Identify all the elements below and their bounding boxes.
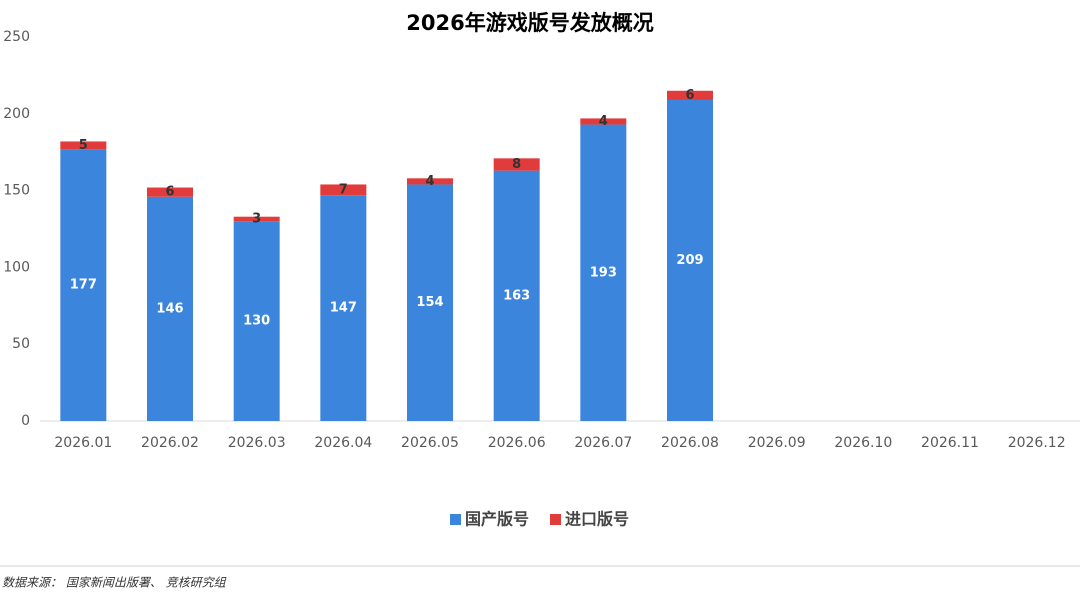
- legend-label: 国产版号: [465, 510, 529, 529]
- bar-segment: [60, 141, 107, 150]
- x-tick-label: 2026.02: [141, 435, 199, 451]
- bar-segment: [147, 187, 193, 197]
- bar-segment: [667, 90, 713, 100]
- y-tick-label: 200: [3, 106, 30, 122]
- bar-segment: [667, 99, 713, 421]
- data-label: 7: [339, 182, 348, 197]
- y-tick-label: 150: [3, 183, 30, 199]
- y-tick-label: 50: [12, 336, 30, 352]
- x-tick-label: 2026.03: [228, 435, 286, 451]
- x-tick-label: 2026.10: [834, 435, 892, 451]
- bar-segment: [493, 170, 540, 421]
- data-label: 5: [79, 138, 88, 153]
- data-label: 147: [330, 301, 357, 316]
- bar-segment: [320, 184, 367, 196]
- y-tick-label: 250: [3, 29, 30, 45]
- data-label: 146: [156, 301, 183, 316]
- x-tick-label: 2026.12: [1008, 435, 1066, 451]
- data-label: 193: [590, 265, 617, 280]
- x-tick-label: 2026.04: [314, 435, 372, 451]
- bar-segment: [407, 178, 453, 185]
- bar-segment: [407, 184, 453, 421]
- x-tick-label: 2026.11: [921, 435, 979, 451]
- bar-segment: [147, 196, 193, 421]
- data-label: 209: [676, 253, 703, 268]
- y-tick-label: 0: [21, 413, 30, 429]
- x-tick-label: 2026.09: [748, 435, 806, 451]
- bar-segment: [320, 195, 367, 421]
- bar-segment: [580, 124, 627, 421]
- data-label: 154: [416, 295, 443, 310]
- data-label: 4: [425, 174, 434, 189]
- data-label: 6: [685, 88, 694, 103]
- x-tick-label: 2026.08: [661, 435, 719, 451]
- data-label: 8: [512, 157, 521, 172]
- legend-label: 进口版号: [565, 510, 629, 529]
- data-label: 177: [70, 278, 97, 293]
- bar-segment: [233, 216, 280, 222]
- data-label: 163: [503, 288, 530, 303]
- data-label: 6: [165, 185, 174, 200]
- x-tick-label: 2026.01: [54, 435, 112, 451]
- source-note: 数据来源： 国家新闻出版署、 竞核研究组: [2, 576, 227, 590]
- bar-segment: [493, 158, 540, 171]
- x-tick-label: 2026.05: [401, 435, 459, 451]
- legend-swatch: [550, 514, 561, 525]
- data-label: 130: [243, 314, 270, 329]
- bar-segment: [580, 118, 627, 125]
- legend-swatch: [450, 514, 461, 525]
- bar-segment: [60, 149, 107, 422]
- y-tick-label: 100: [3, 259, 30, 275]
- x-tick-label: 2026.07: [574, 435, 632, 451]
- bar-segment: [233, 221, 280, 421]
- data-label: 3: [252, 212, 261, 227]
- data-label: 4: [599, 114, 608, 129]
- x-tick-label: 2026.06: [488, 435, 546, 451]
- chart-title: 2026年游戏版号发放概况: [406, 11, 653, 35]
